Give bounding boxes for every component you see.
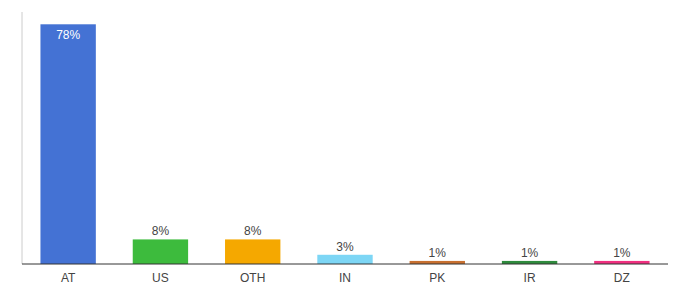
x-tick-label: OTH <box>240 271 265 285</box>
data-label: 1% <box>613 246 631 260</box>
chart-container: 78% 8% 8% 3% 1% 1% 1% AT US OTH IN PK IR DZ <box>0 0 680 300</box>
bar <box>317 255 372 264</box>
bar <box>133 239 188 264</box>
data-label: 1% <box>429 246 447 260</box>
x-tick-label: AT <box>61 271 76 285</box>
x-axis-line <box>22 264 668 265</box>
data-label: 78% <box>56 28 80 42</box>
data-label: 1% <box>521 246 539 260</box>
x-tick-label: IR <box>524 271 536 285</box>
chart-svg: 78% 8% 8% 3% 1% 1% 1% AT US OTH IN PK IR DZ <box>0 0 680 300</box>
bar <box>225 239 280 264</box>
x-tick-labels: AT US OTH IN PK IR DZ <box>61 271 630 285</box>
bar <box>40 24 95 264</box>
x-tick-label: PK <box>429 271 445 285</box>
y-axis-line <box>22 12 23 264</box>
data-label: 3% <box>336 240 354 254</box>
bars <box>40 24 649 264</box>
data-labels: 78% 8% 8% 3% 1% 1% 1% <box>56 28 631 260</box>
data-label: 8% <box>152 224 170 238</box>
x-tick-label: US <box>152 271 169 285</box>
x-tick-label: DZ <box>614 271 630 285</box>
data-label: 8% <box>244 224 262 238</box>
x-tick-label: IN <box>339 271 351 285</box>
